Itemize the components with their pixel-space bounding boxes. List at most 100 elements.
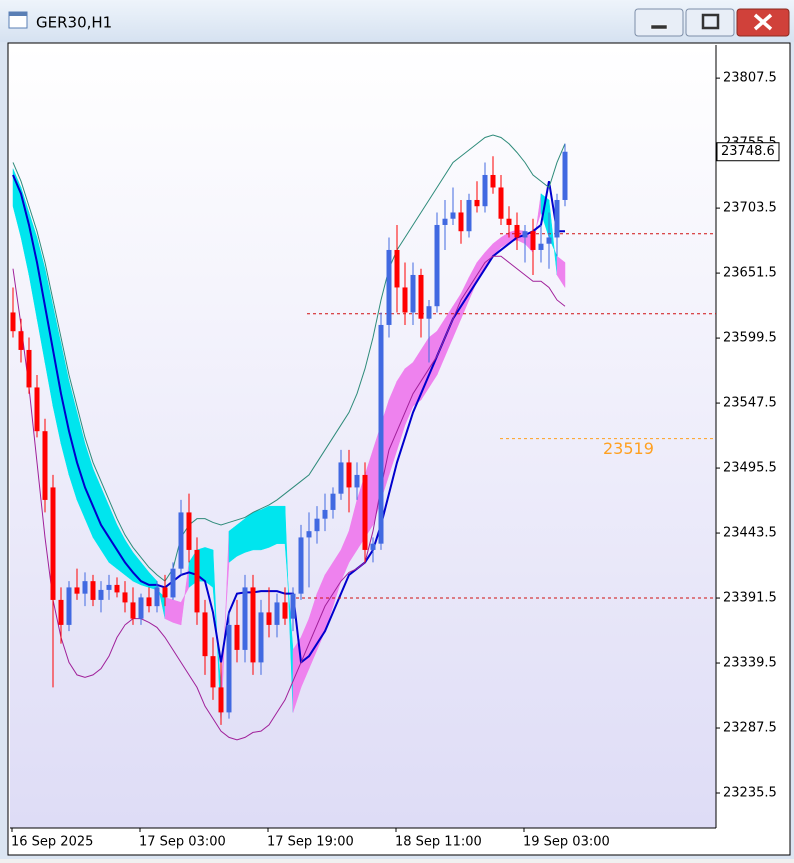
candle-body (186, 512, 192, 550)
candle-body (266, 612, 272, 625)
candle-body (202, 612, 208, 657)
candle-body (18, 331, 24, 350)
price-label-box (716, 142, 780, 162)
candle-body (322, 509, 328, 519)
candle-body (330, 493, 336, 510)
candle-body (498, 187, 504, 219)
candle-body (450, 212, 456, 219)
candle-body (82, 581, 88, 594)
y-tick-label: 23391.5 (723, 591, 777, 606)
candle-body (546, 237, 552, 244)
candle-body (338, 462, 344, 494)
candle-body (42, 431, 48, 500)
ribbon-segment (164, 597, 174, 623)
y-tick-label: 23807.5 (723, 71, 777, 86)
candle-body (490, 174, 496, 188)
candle-body (178, 512, 184, 569)
ribbon-segment (228, 524, 238, 563)
candle-body (554, 199, 560, 238)
minimize-button[interactable] (634, 8, 684, 37)
y-tick-label: 23235.5 (723, 786, 777, 801)
candle-body (234, 624, 240, 650)
candle-body (66, 587, 72, 625)
candle-body (402, 287, 408, 313)
indicator-line (12, 255, 566, 741)
candle-body (362, 474, 368, 550)
candle-body (154, 587, 160, 607)
candle-body (250, 587, 256, 663)
candle-body (538, 243, 544, 250)
candle-body (346, 462, 352, 488)
candle-body (410, 274, 416, 313)
candle-body (138, 597, 144, 619)
candle-body (162, 587, 168, 598)
candle-body (74, 587, 80, 594)
y-tick-label: 23651.5 (723, 266, 777, 281)
candle-body (10, 312, 16, 332)
candle-body (442, 218, 448, 225)
candle-body (218, 687, 224, 713)
candle-body (122, 592, 128, 603)
candle-body (522, 231, 528, 238)
annotation-label: 23519 (603, 439, 654, 458)
candle-body (314, 518, 320, 532)
y-tick-label: 23703.5 (723, 201, 777, 216)
candle-body (418, 274, 424, 319)
ribbon-segment (172, 599, 182, 626)
y-tick-label: 23547.5 (723, 396, 777, 411)
candle-body (290, 593, 296, 619)
candle-body (458, 212, 464, 232)
candle-body (50, 487, 56, 600)
window-icon (8, 11, 28, 29)
candle-body (114, 584, 120, 593)
indicator-line (12, 174, 565, 665)
ribbon-segment (204, 547, 214, 588)
candle-body (146, 597, 152, 607)
plot-area (10, 45, 716, 828)
candle-body (130, 602, 136, 619)
candle-body (298, 537, 304, 594)
candle-body (274, 602, 280, 625)
candle-body (474, 199, 480, 207)
candle-body (378, 324, 384, 544)
ribbon-segment (244, 511, 254, 553)
candle-body (242, 587, 248, 650)
candle-body (282, 602, 288, 619)
candle-body (394, 249, 400, 288)
candle-body (426, 306, 432, 319)
candle-body (466, 199, 472, 232)
candle-body (34, 387, 40, 432)
x-tick-label: 19 Sep 03:00 (523, 835, 610, 850)
candle-body (226, 624, 232, 713)
close-button[interactable] (736, 8, 790, 37)
ribbon-segment (556, 255, 566, 289)
candle-body (354, 474, 360, 488)
candle-body (514, 224, 520, 238)
ribbon-segment (276, 505, 286, 544)
ribbon-segment (236, 518, 246, 557)
candle-body (58, 599, 64, 625)
candle-body (106, 584, 112, 590)
candle-body (370, 543, 376, 550)
window-title: GER30,H1 (36, 14, 112, 32)
candle-body (170, 568, 176, 598)
candle-body (26, 349, 32, 388)
candle-body (482, 174, 488, 207)
x-tick-label: 16 Sep 2025 (11, 835, 93, 850)
x-tick-label: 18 Sep 11:00 (395, 835, 482, 850)
candle-body (386, 249, 392, 325)
candle-body (562, 151, 568, 200)
candle-body (258, 612, 264, 663)
restore-button[interactable] (685, 8, 735, 37)
candle-body (90, 581, 96, 600)
y-tick-label: 23339.5 (723, 656, 777, 671)
y-tick-label: 23443.5 (723, 526, 777, 541)
y-tick-label: 23287.5 (723, 721, 777, 736)
x-tick-label: 17 Sep 03:00 (139, 835, 226, 850)
y-tick-label: 23495.5 (723, 461, 777, 476)
ribbon-segment (268, 505, 278, 548)
candle-body (210, 656, 216, 688)
candle-body (434, 224, 440, 307)
x-tick-label: 17 Sep 19:00 (267, 835, 354, 850)
